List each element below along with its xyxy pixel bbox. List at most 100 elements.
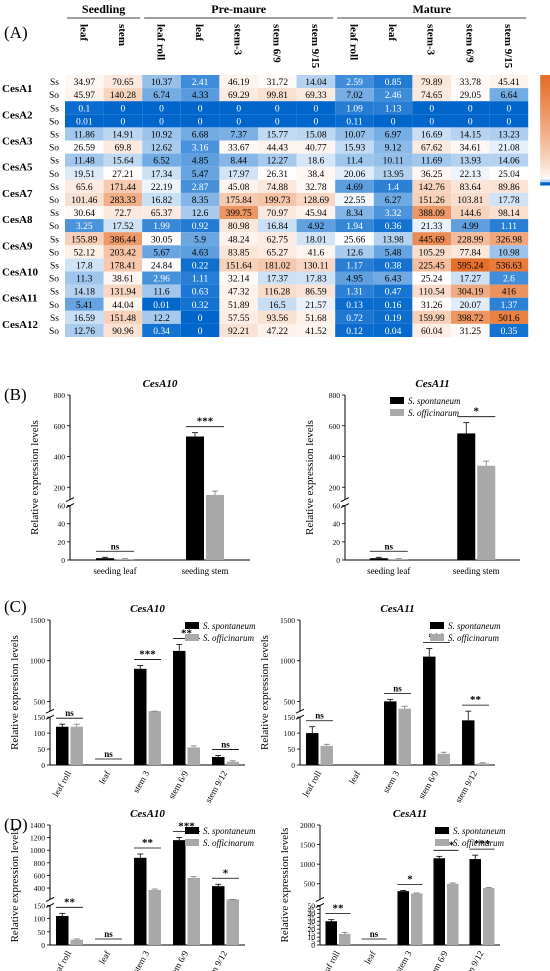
heatmap-cell: [451, 88, 490, 102]
heatmap-cell: [103, 101, 143, 115]
heatmap-cell: [335, 192, 374, 206]
heatmap-cell: [219, 297, 258, 311]
scale-segment: [540, 83, 550, 87]
legend-label-so: S. officinarum: [448, 633, 499, 643]
cell-value: 25.04: [498, 170, 520, 180]
heatmap-cell: [451, 153, 490, 167]
heatmap-cell: [103, 75, 143, 89]
heatmap-cell: [489, 166, 529, 180]
species-label: Ss: [50, 209, 59, 219]
heatmap-cell: [296, 271, 336, 285]
cell-value: 47.32: [228, 288, 250, 298]
cell-value: 1.09: [346, 104, 363, 114]
cell-value: 11.6: [153, 288, 170, 298]
heatmap-cell: [451, 245, 490, 259]
scale-segment: [540, 174, 550, 178]
heatmap-cell: [335, 258, 374, 272]
significance-label: ns: [370, 929, 379, 939]
cell-value: 67.62: [421, 144, 443, 154]
cell-value: 70.65: [112, 78, 134, 88]
scale-segment: [540, 179, 550, 183]
x-tick-label: leaf roll: [300, 769, 323, 799]
cell-value: 4.95: [346, 275, 363, 285]
y-tick-label: 800: [54, 391, 66, 400]
heatmap-cell: [296, 323, 336, 337]
axis-break: [340, 497, 350, 502]
cell-value: 11.3: [76, 275, 93, 285]
cell-value: 595.24: [457, 262, 483, 272]
species-label: So: [49, 91, 59, 101]
cell-value: 10.98: [498, 248, 520, 258]
x-tick-label: leaf: [362, 949, 377, 966]
y-tick-label: 60: [333, 502, 341, 511]
heatmap-cell: [335, 179, 374, 193]
x-tick-label: stem 6/9: [416, 769, 440, 801]
heatmap-cell: [296, 153, 336, 167]
heatmap-cell: [142, 114, 181, 128]
heatmap-cell: [219, 206, 258, 220]
y-tick-label: 600: [34, 871, 46, 880]
heatmap-cell: [180, 284, 220, 298]
cell-value: 79.89: [421, 78, 443, 88]
cell-value: 51.68: [305, 314, 327, 324]
cell-value: 203.42: [110, 248, 136, 258]
heatmap-cell: [180, 140, 220, 154]
heatmap-cell: [412, 88, 451, 102]
cell-value: 9.12: [385, 144, 402, 154]
y-tick-label: 100: [34, 915, 46, 924]
cell-value: 1.11: [501, 222, 518, 232]
heatmap-cell: [412, 166, 451, 180]
heatmap-cell: [489, 75, 529, 89]
scale-segment: [540, 149, 550, 153]
y-tick-label: 40: [58, 520, 66, 529]
scale-segment: [540, 157, 550, 161]
cell-value: 199.73: [264, 196, 290, 206]
cell-value: 26.31: [267, 170, 289, 180]
heatmap-cell: [489, 192, 529, 206]
legend-label-ss: S. spontaneum: [203, 621, 256, 631]
x-tick-label: seeding leaf: [93, 566, 136, 576]
heatmap-cell: [373, 101, 413, 115]
heatmap-cell: [258, 179, 297, 193]
cell-value: 0: [507, 117, 512, 127]
bar-ss: [397, 891, 409, 945]
cell-value: 14.06: [498, 157, 520, 167]
heatmap-cell: [412, 271, 451, 285]
cell-value: 4.85: [192, 157, 209, 167]
cell-value: 388.09: [419, 209, 445, 219]
heatmap-cell: [142, 245, 181, 259]
bar-so: [206, 494, 224, 560]
cell-value: 13.98: [382, 235, 404, 245]
cell-value: 1.4: [387, 183, 399, 193]
cell-value: 72.7: [115, 209, 132, 219]
heatmap-cell: [373, 140, 413, 154]
chart-title: CesA10: [130, 603, 165, 615]
cell-value: 45.41: [498, 78, 520, 88]
cell-value: 6.27: [385, 196, 402, 206]
y-axis-label: Relative expression levels: [9, 635, 21, 750]
cell-value: 16.84: [267, 222, 289, 232]
scale-segment: [540, 124, 550, 128]
heatmap-cell: [489, 323, 529, 337]
bar-so: [320, 745, 333, 765]
cell-value: 12.76: [74, 327, 96, 337]
scale-segment: [540, 141, 550, 145]
heatmap-cell: [373, 192, 413, 206]
cell-value: 1.17: [346, 262, 363, 272]
column-header: stem 9/15: [309, 24, 321, 69]
cell-value: 10.07: [344, 131, 366, 141]
heatmap-cell: [335, 245, 374, 259]
cell-value: 0.72: [346, 314, 363, 324]
heatmap-cell: [219, 271, 258, 285]
bar-so: [477, 465, 496, 560]
bar-so: [476, 763, 489, 765]
cell-value: 131.94: [110, 288, 136, 298]
legend-label-so: S. officinarum: [203, 633, 254, 643]
heatmap-cell: [451, 284, 490, 298]
significance-label: *: [407, 873, 413, 885]
cell-value: 5.48: [385, 248, 402, 258]
cell-value: 11.69: [421, 157, 442, 167]
heatmap-cell: [335, 114, 374, 128]
x-tick-label: leaf: [97, 769, 112, 786]
heatmap-cell: [65, 219, 104, 233]
